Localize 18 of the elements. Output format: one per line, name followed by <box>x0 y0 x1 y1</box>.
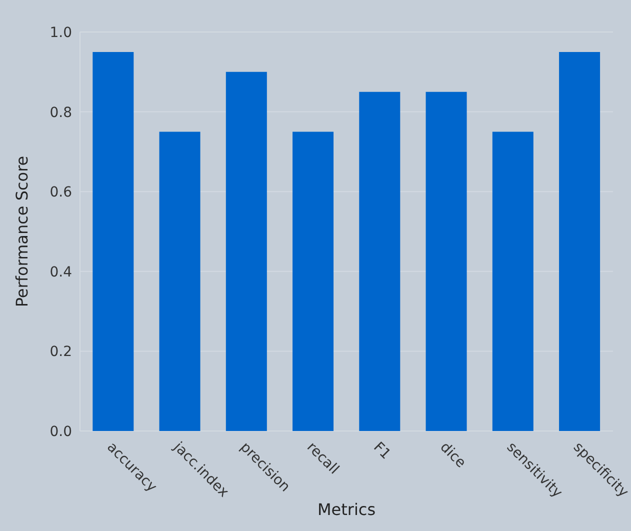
bar <box>559 52 600 431</box>
x-tick-label: F1 <box>370 439 394 463</box>
x-tick-label: dice <box>436 439 469 472</box>
bar <box>292 132 334 431</box>
bar <box>426 92 467 431</box>
y-tick-label: 0.4 <box>50 264 72 280</box>
bar <box>492 132 534 431</box>
y-axis-title: Performance Score <box>12 156 32 308</box>
x-axis-title: Metrics <box>317 500 376 519</box>
bar <box>226 72 267 431</box>
y-tick-label: 0.8 <box>50 104 72 121</box>
y-tick-label: 1.0 <box>50 24 72 41</box>
y-tick-label: 0.0 <box>50 424 72 440</box>
bar <box>92 52 134 431</box>
bar <box>359 92 400 431</box>
y-tick-label: 0.2 <box>50 344 72 360</box>
y-tick-label: 0.6 <box>50 184 72 201</box>
bar <box>159 132 200 431</box>
